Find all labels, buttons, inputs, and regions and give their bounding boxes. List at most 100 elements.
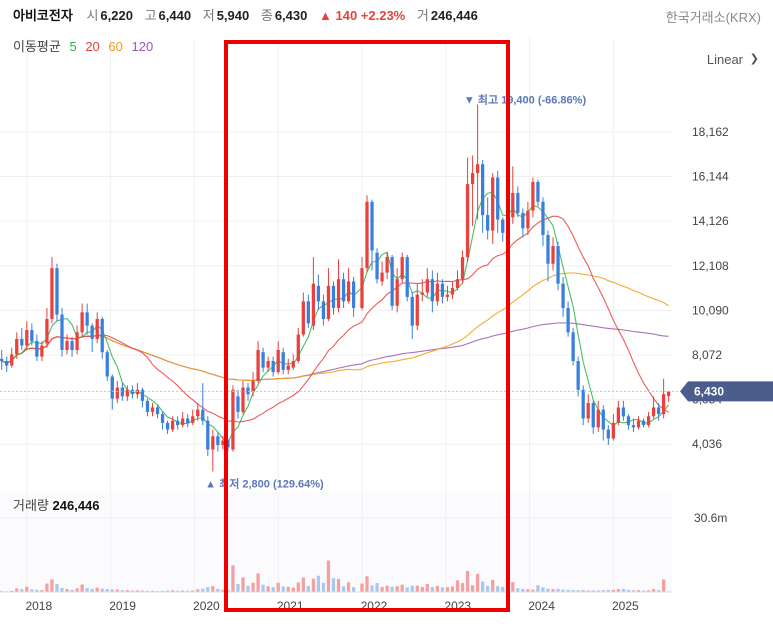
volume-value: 246,446 [430, 8, 478, 23]
candle-body [566, 307, 570, 333]
ma-period-60[interactable]: 60 [108, 39, 123, 54]
volume-bar [196, 589, 200, 592]
candle-body [380, 272, 384, 282]
candle-body [370, 201, 374, 251]
volume-bar [100, 588, 104, 592]
candle-body [636, 420, 641, 428]
ma-period-20[interactable]: 20 [85, 39, 100, 54]
volume-bar [410, 585, 414, 592]
candle-body [667, 391, 671, 396]
volume-panel-value: 246,446 [52, 498, 100, 513]
stock-name: 아비코전자 [13, 8, 73, 23]
x-tick-label: 2022 [361, 599, 388, 613]
volume-bar [551, 589, 555, 592]
volume-bar [286, 586, 290, 592]
volume-bar [35, 589, 39, 592]
candle-body [425, 279, 429, 293]
volume-bar [606, 589, 610, 592]
volume-bar [135, 590, 140, 592]
candle-body [105, 352, 109, 377]
volume-panel-title: 거래량 [13, 498, 49, 513]
candle-body [581, 389, 585, 419]
candle-body [196, 409, 200, 417]
volume-bar [501, 586, 505, 592]
candle-body [631, 425, 636, 428]
candle-body [80, 312, 84, 333]
candle-body [45, 319, 49, 344]
volume-bar [380, 586, 384, 592]
candle-body [301, 301, 305, 335]
candle-body [135, 389, 140, 395]
candle-body [186, 418, 190, 423]
volume-bar [626, 589, 631, 592]
volume-tick-label: 30.6m [694, 511, 727, 525]
volume-bar [526, 589, 530, 592]
volume-bar [191, 590, 195, 592]
volume-bar [176, 590, 180, 592]
y-tick-label: 16,144 [692, 170, 729, 184]
volume-bar [95, 587, 99, 592]
volume-bar [346, 582, 351, 592]
candle-body [145, 400, 150, 412]
candle-body [470, 173, 475, 185]
candle-body [341, 279, 346, 302]
candle-body [115, 387, 119, 399]
candle-body [430, 279, 434, 302]
candle-body [276, 349, 280, 373]
close-value: 6,430 [274, 8, 308, 23]
volume-bar [60, 587, 64, 592]
candle-body [216, 436, 220, 446]
candle-body [150, 407, 155, 412]
scale-mode-select[interactable]: Linear [706, 52, 743, 67]
x-tick-label: 2021 [277, 599, 304, 613]
candle-body [241, 387, 245, 412]
chevron-down-icon[interactable]: ❯ [749, 53, 759, 65]
candle-body [390, 257, 394, 306]
x-tick-label: 2024 [528, 599, 555, 613]
volume-bar [661, 579, 666, 592]
candle-body [571, 332, 575, 362]
volume-bar [400, 584, 404, 592]
candle-body [591, 403, 595, 428]
candle-body [651, 407, 656, 417]
candlesticks [0, 104, 671, 472]
y-tick-label: 8,072 [692, 348, 722, 362]
candle-body [35, 341, 39, 357]
candle-body [420, 292, 424, 295]
volume-bar [591, 590, 595, 592]
ma-period-120[interactable]: 120 [131, 39, 154, 54]
volume-bar [331, 578, 336, 592]
candle-body [70, 341, 74, 350]
volume-bar [246, 585, 250, 592]
volume-bar [181, 590, 185, 592]
volume-bar [186, 590, 190, 592]
candle-body [130, 389, 135, 395]
candle-body [611, 422, 615, 439]
volume-bar [420, 586, 424, 592]
candle-body [351, 281, 356, 308]
volume-bar [25, 586, 29, 592]
volume-bar [370, 585, 374, 592]
volume-bar [160, 590, 165, 592]
candle-body [405, 257, 409, 297]
moving-average-legend: 이동평균 5 20 60 120 [13, 36, 158, 55]
open-label: 시 [86, 8, 99, 23]
volume-bar [450, 586, 455, 592]
volume-bar [256, 573, 260, 592]
volume-bar [231, 565, 235, 592]
last-price-label: 6,430 [694, 384, 724, 398]
volume-bar [90, 588, 94, 592]
candle-body [641, 420, 646, 426]
candle-body [516, 192, 520, 213]
candle-body [176, 420, 180, 426]
volume-bar [65, 589, 69, 592]
volume-bar [536, 585, 540, 592]
candle-body [226, 440, 230, 448]
ma-period-5[interactable]: 5 [69, 39, 77, 54]
candle-body [140, 389, 145, 401]
volume-bar [321, 582, 326, 592]
volume-bar [311, 578, 316, 592]
volume-bar [211, 586, 215, 592]
candle-body [20, 338, 24, 346]
